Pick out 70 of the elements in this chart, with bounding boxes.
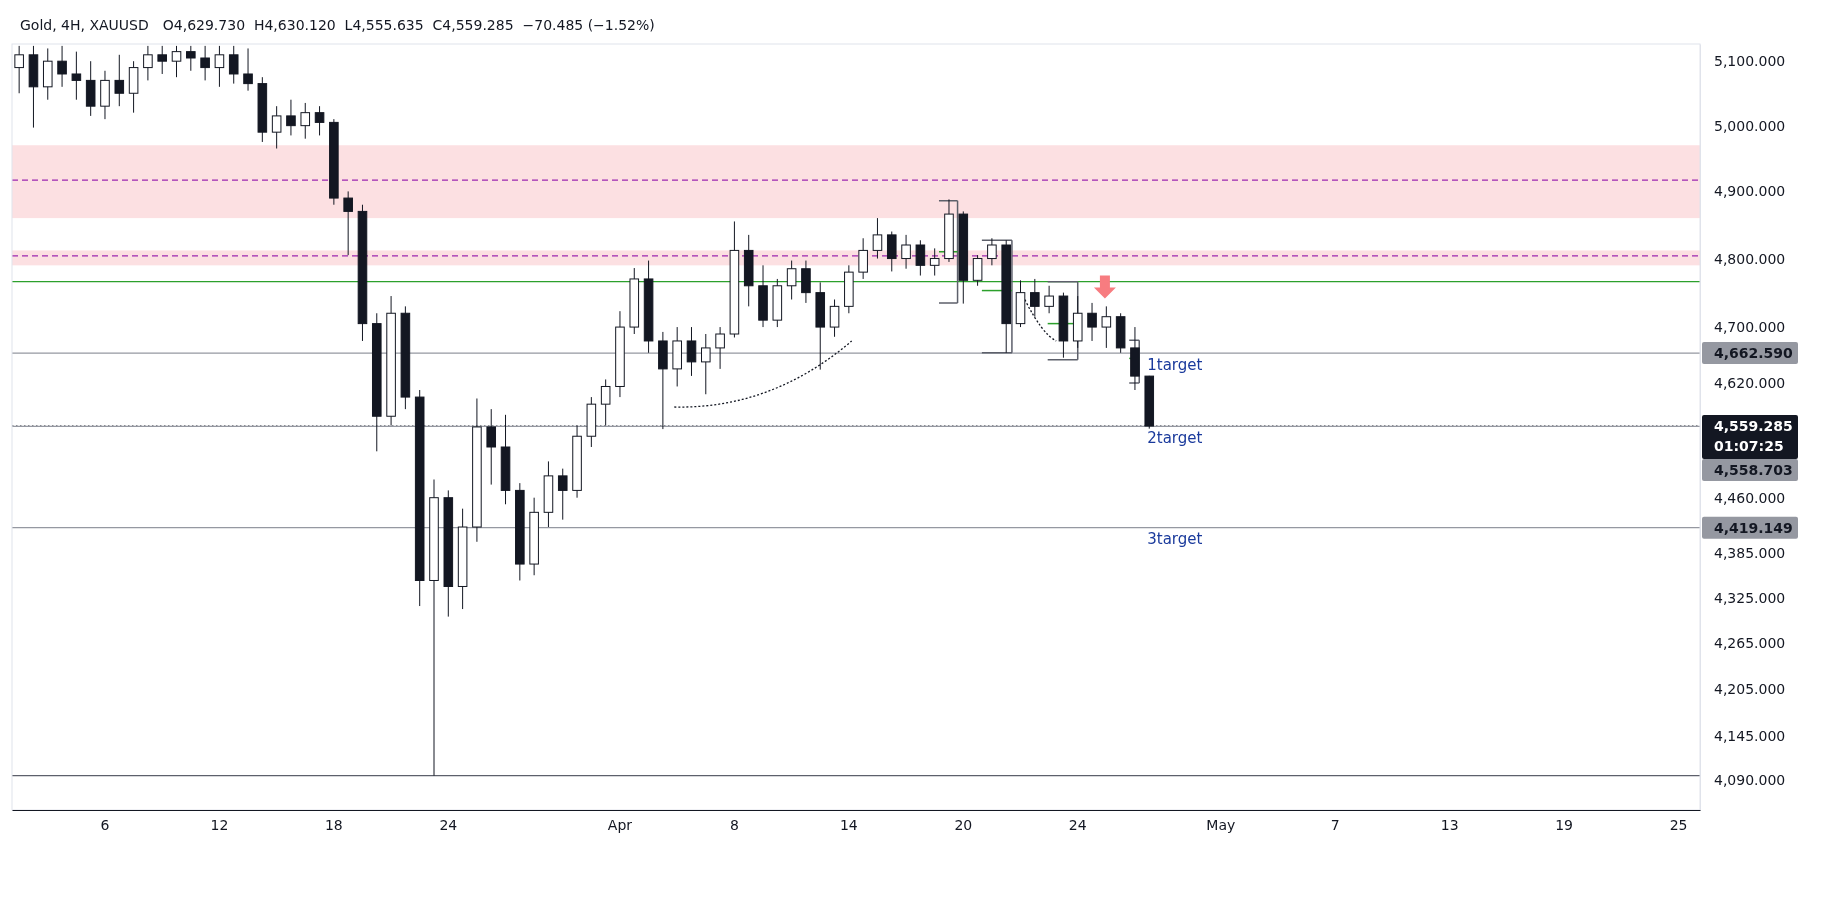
- candlestick: [715, 326, 725, 370]
- x-tick-label: 14: [839, 816, 858, 833]
- y-tick-label: 4,090.000: [1714, 771, 1786, 788]
- candlestick: [14, 45, 24, 94]
- candlestick: [915, 239, 926, 277]
- y-tick-label: 4,900.000: [1714, 183, 1786, 200]
- candlestick: [929, 247, 940, 277]
- x-tick-label: 20: [954, 816, 973, 833]
- x-tick-label: 18: [324, 816, 343, 833]
- x-tick-label: 24: [1068, 816, 1087, 833]
- x-tick-label: 24: [439, 816, 458, 833]
- candlestick: [1087, 302, 1097, 342]
- y-tick-label: 4,325.000: [1714, 589, 1786, 606]
- candlestick: [901, 234, 911, 270]
- candlestick: [200, 45, 210, 81]
- annotation: 1target: [1147, 355, 1203, 374]
- ref-line-label: 4,419.149: [1714, 519, 1793, 536]
- candlestick: [786, 260, 797, 300]
- y-tick-label: 4,700.000: [1714, 319, 1786, 336]
- y-tick-label: 4,460.000: [1714, 489, 1786, 506]
- candlestick: [71, 51, 82, 101]
- candlestick: [271, 105, 282, 150]
- candlestick: [343, 190, 353, 256]
- candlestick: [57, 45, 67, 88]
- x-tick-label: 6: [100, 816, 110, 833]
- candlestick: [801, 260, 811, 304]
- x-tick-label: May: [1206, 816, 1236, 833]
- chart-title: Gold, 4H, XAUUSD: [20, 17, 149, 33]
- candlestick: [829, 298, 840, 338]
- y-tick-label: 4,145.000: [1714, 728, 1786, 745]
- x-tick-label: 12: [210, 816, 229, 833]
- annotation: 2target: [1147, 428, 1203, 447]
- y-tick-label: 4,205.000: [1714, 681, 1786, 698]
- y-tick-label: 4,385.000: [1714, 544, 1786, 561]
- y-tick-label: 5,000.000: [1714, 117, 1786, 134]
- candlestick: [314, 105, 325, 136]
- candlestick: [171, 45, 182, 78]
- y-tick-label: 4,800.000: [1714, 250, 1786, 267]
- candlestick: [886, 231, 897, 272]
- candlestick: [186, 45, 196, 72]
- x-tick-label: 13: [1440, 816, 1459, 833]
- candlestick: [701, 333, 711, 395]
- candlestick: [858, 237, 868, 280]
- x-tick-label: 7: [1330, 816, 1340, 833]
- candlestick: [143, 45, 153, 81]
- x-tick-label: Apr: [607, 816, 633, 833]
- candlestick: [214, 45, 225, 88]
- candlestick: [114, 54, 125, 107]
- candlestick: [972, 254, 983, 287]
- candlestick: [686, 326, 697, 377]
- x-tick-label: 8: [729, 816, 739, 833]
- y-tick-label: 5,100.000: [1714, 53, 1786, 70]
- candlestick: [228, 45, 239, 85]
- candlestick: [1101, 305, 1112, 349]
- candlestick: [286, 99, 296, 136]
- x-tick-label: 19: [1555, 816, 1574, 833]
- candlestick: [557, 468, 568, 521]
- x-tick-label: 25: [1669, 816, 1688, 833]
- ref-line-label: 4,558.703: [1714, 462, 1793, 479]
- candlestick: [300, 102, 311, 140]
- chart-subtitle: O4,629.730 H4,630.120 L4,555.635 C4,559.285 −70.485 (−1.52%): [162, 17, 655, 33]
- ref-line-label: 4,662.590: [1714, 345, 1794, 362]
- candlestick: [243, 47, 253, 92]
- candlestick: [1030, 278, 1040, 318]
- annotation: 3target: [1147, 530, 1203, 549]
- y-tick-label: 4,265.000: [1714, 635, 1786, 652]
- candlestick: [157, 45, 167, 75]
- candlestick: [872, 217, 883, 260]
- y-tick-label: 4,620.000: [1714, 374, 1786, 391]
- ref-line-label: 4,559.285 01:07:25: [1714, 418, 1793, 455]
